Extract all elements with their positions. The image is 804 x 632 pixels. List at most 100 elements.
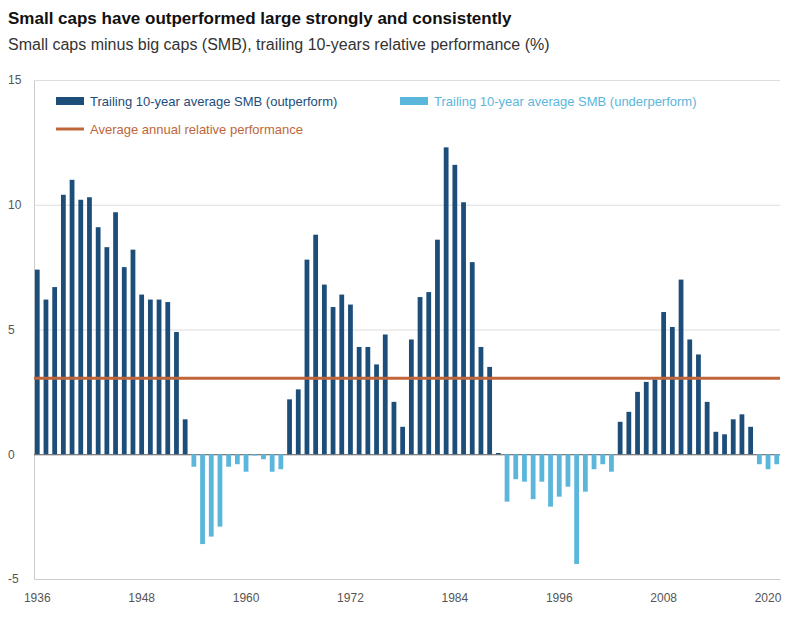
x-tick-label: 2008 <box>650 591 677 605</box>
x-tick-label: 1984 <box>441 591 468 605</box>
bar <box>313 235 318 455</box>
bar <box>713 432 718 454</box>
legend-swatch <box>56 128 84 131</box>
bar <box>618 422 623 454</box>
bar <box>78 200 83 454</box>
bar <box>705 402 710 454</box>
bar <box>479 347 484 454</box>
bar <box>296 389 301 454</box>
bar <box>418 297 423 454</box>
bar <box>583 454 588 491</box>
y-axis: -5 0 5 10 15 <box>8 73 780 586</box>
y-tick: -5 <box>8 572 780 586</box>
grid-line <box>34 205 780 206</box>
grid-line <box>34 80 780 81</box>
bar <box>766 454 771 469</box>
bar <box>513 454 518 479</box>
y-tick: 10 <box>8 198 780 212</box>
bar <box>522 454 527 481</box>
bar <box>435 240 440 455</box>
bar <box>200 454 205 544</box>
bar <box>748 427 753 454</box>
reference-line <box>34 377 780 380</box>
x-tick: 1984 <box>441 579 468 605</box>
bar <box>392 402 397 454</box>
x-tick-label: 1936 <box>24 591 51 605</box>
x-tick-label: 2020 <box>755 591 782 605</box>
bar <box>661 312 666 454</box>
bar-series <box>35 147 753 454</box>
bar <box>235 454 240 464</box>
bar <box>444 147 449 454</box>
bar <box>566 454 571 486</box>
bar <box>209 454 214 536</box>
legend-label: Trailing 10-year average SMB (underperfo… <box>434 94 697 109</box>
x-tick: 1948 <box>128 579 155 605</box>
bar <box>365 347 370 454</box>
bar <box>305 260 310 455</box>
bar <box>557 454 562 496</box>
bar <box>452 165 457 454</box>
x-tick-label: 1948 <box>128 591 155 605</box>
bar <box>400 427 405 454</box>
bar <box>505 454 510 501</box>
bar <box>252 454 257 455</box>
bar <box>653 379 658 454</box>
bar <box>52 287 57 454</box>
bar <box>487 367 492 454</box>
bar <box>635 392 640 454</box>
bar <box>679 280 684 455</box>
plot-area <box>34 147 780 564</box>
legend-swatch <box>400 97 428 105</box>
bar <box>592 454 597 469</box>
bar <box>757 454 762 464</box>
bar-series <box>191 454 779 564</box>
bar <box>574 454 579 564</box>
bar <box>131 250 136 455</box>
bar <box>35 270 40 455</box>
legend: Trailing 10-year average SMB (outperform… <box>56 94 697 137</box>
x-axis: 19361948196019721984199620082020 <box>24 579 782 605</box>
subtitle: Small caps minus big caps (SMB), trailin… <box>8 36 550 53</box>
bar <box>244 454 249 471</box>
bar <box>600 454 605 464</box>
y-tick-label: 0 <box>8 448 15 462</box>
bar <box>426 292 431 454</box>
bar <box>139 295 144 455</box>
bar <box>183 419 188 454</box>
bar <box>218 454 223 526</box>
bar <box>696 354 701 454</box>
bar <box>609 454 614 471</box>
bar <box>339 295 344 455</box>
bar <box>278 454 283 469</box>
bar <box>687 339 692 454</box>
bar <box>670 327 675 454</box>
bar <box>626 412 631 454</box>
legend-label: Trailing 10-year average SMB (outperform… <box>90 94 337 109</box>
bar <box>461 202 466 454</box>
y-tick: 15 <box>8 73 780 87</box>
legend-swatch <box>56 97 84 105</box>
bar <box>287 399 292 454</box>
bar <box>113 212 118 454</box>
bar <box>174 332 179 454</box>
x-tick: 2020 <box>755 579 782 605</box>
x-tick: 1996 <box>546 579 573 605</box>
grid-line <box>34 330 780 331</box>
bar <box>270 454 275 471</box>
bar <box>331 307 336 454</box>
bar <box>383 334 388 454</box>
x-tick-label: 1996 <box>546 591 573 605</box>
bar <box>96 227 101 454</box>
x-tick: 1972 <box>337 579 364 605</box>
bar <box>496 453 501 454</box>
bar <box>539 454 544 481</box>
x-tick-label: 1972 <box>337 591 364 605</box>
y-tick-label: 5 <box>8 323 15 337</box>
bar <box>722 434 727 454</box>
bar <box>644 382 649 454</box>
bar <box>261 454 266 459</box>
bar <box>774 454 779 464</box>
grid-line <box>34 579 780 580</box>
bar <box>731 419 736 454</box>
